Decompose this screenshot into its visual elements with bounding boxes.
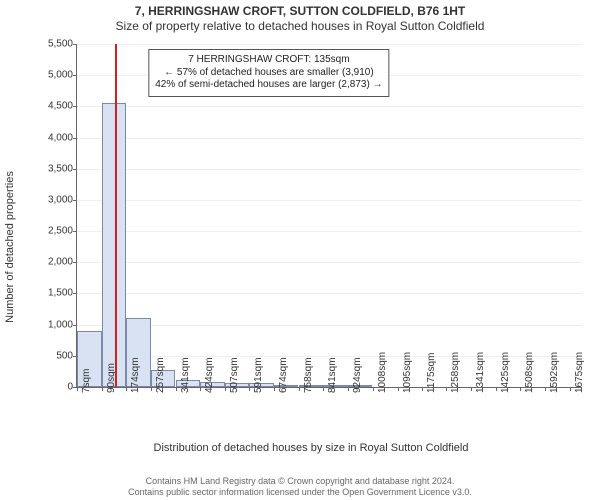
footer-line-1: Contains HM Land Registry data © Crown c… bbox=[0, 476, 600, 487]
x-tick bbox=[422, 387, 423, 391]
y-tick-label: 1,000 bbox=[48, 319, 77, 330]
x-tick bbox=[274, 387, 275, 391]
x-tick-label: 1341sqm bbox=[475, 352, 486, 393]
x-tick-label: 924sqm bbox=[352, 357, 363, 393]
x-tick bbox=[102, 387, 103, 391]
chart-titles: 7, HERRINGSHAW CROFT, SUTTON COLDFIELD, … bbox=[0, 0, 600, 33]
y-tick-label: 5,500 bbox=[48, 39, 77, 50]
x-tick-label: 1425sqm bbox=[500, 352, 511, 393]
annotation-line: 7 HERRINGSHAW CROFT: 135sqm bbox=[155, 54, 382, 67]
x-tick-label: 758sqm bbox=[303, 357, 314, 393]
y-tick-label: 500 bbox=[56, 350, 77, 361]
x-tick-label: 507sqm bbox=[229, 357, 240, 393]
y-tick-label: 3,000 bbox=[48, 194, 77, 205]
gridline bbox=[77, 262, 582, 263]
y-tick-label: 2,500 bbox=[48, 226, 77, 237]
y-axis-label: Number of detached properties bbox=[4, 171, 16, 323]
x-tick-label: 1675sqm bbox=[574, 352, 585, 393]
gridline bbox=[77, 231, 582, 232]
x-tick-label: 1508sqm bbox=[524, 352, 535, 393]
x-tick-label: 1258sqm bbox=[450, 352, 461, 393]
annotation-line: ← 57% of detached houses are smaller (3,… bbox=[155, 67, 382, 80]
x-tick-label: 1095sqm bbox=[402, 352, 413, 393]
x-tick bbox=[126, 387, 127, 391]
y-tick-label: 0 bbox=[67, 382, 77, 393]
x-tick-label: 174sqm bbox=[130, 357, 141, 393]
x-tick-label: 341sqm bbox=[180, 357, 191, 393]
chart-container: Number of detached properties 05001,0001… bbox=[32, 40, 590, 454]
y-tick-label: 1,500 bbox=[48, 288, 77, 299]
x-tick-label: 1008sqm bbox=[377, 352, 388, 393]
x-tick bbox=[496, 387, 497, 391]
x-tick bbox=[200, 387, 201, 391]
annotation-line: 42% of semi-detached houses are larger (… bbox=[155, 79, 382, 92]
x-tick bbox=[176, 387, 177, 391]
gridline bbox=[77, 200, 582, 201]
y-tick-label: 4,500 bbox=[48, 101, 77, 112]
x-tick bbox=[545, 387, 546, 391]
property-marker-line bbox=[115, 44, 117, 387]
chart-title-address: 7, HERRINGSHAW CROFT, SUTTON COLDFIELD, … bbox=[0, 4, 600, 18]
x-tick-label: 1592sqm bbox=[549, 352, 560, 393]
x-tick-label: 1175sqm bbox=[426, 353, 437, 393]
x-tick-label: 424sqm bbox=[204, 357, 215, 393]
x-tick bbox=[373, 387, 374, 391]
x-tick-label: 257sqm bbox=[155, 357, 166, 393]
annotation-box: 7 HERRINGSHAW CROFT: 135sqm← 57% of deta… bbox=[148, 49, 389, 97]
y-tick-label: 3,500 bbox=[48, 163, 77, 174]
x-tick-label: 841sqm bbox=[327, 357, 338, 393]
x-tick-label: 674sqm bbox=[278, 357, 289, 393]
x-axis-label: Distribution of detached houses by size … bbox=[32, 442, 590, 454]
x-tick bbox=[520, 387, 521, 391]
x-tick bbox=[471, 387, 472, 391]
x-tick bbox=[151, 387, 152, 391]
x-tick bbox=[348, 387, 349, 391]
gridline bbox=[77, 106, 582, 107]
x-tick bbox=[299, 387, 300, 391]
x-tick-label: 591sqm bbox=[253, 357, 264, 393]
gridline bbox=[77, 138, 582, 139]
gridline bbox=[77, 325, 582, 326]
chart-title-desc: Size of property relative to detached ho… bbox=[0, 19, 600, 33]
x-tick bbox=[570, 387, 571, 391]
y-tick-label: 5,000 bbox=[48, 70, 77, 81]
y-tick-label: 4,000 bbox=[48, 132, 77, 143]
x-tick bbox=[398, 387, 399, 391]
x-tick bbox=[77, 387, 78, 391]
attribution-footer: Contains HM Land Registry data © Crown c… bbox=[0, 476, 600, 498]
y-tick-label: 2,000 bbox=[48, 257, 77, 268]
x-tick bbox=[225, 387, 226, 391]
x-tick bbox=[249, 387, 250, 391]
x-tick-label: 7sqm bbox=[81, 369, 92, 393]
gridline bbox=[77, 169, 582, 170]
plot-area: 05001,0001,5002,0002,5003,0003,5004,0004… bbox=[76, 44, 582, 388]
footer-line-2: Contains public sector information licen… bbox=[0, 487, 600, 498]
x-tick bbox=[446, 387, 447, 391]
gridline bbox=[77, 293, 582, 294]
x-tick bbox=[323, 387, 324, 391]
gridline bbox=[77, 44, 582, 45]
histogram-bar bbox=[102, 103, 127, 387]
